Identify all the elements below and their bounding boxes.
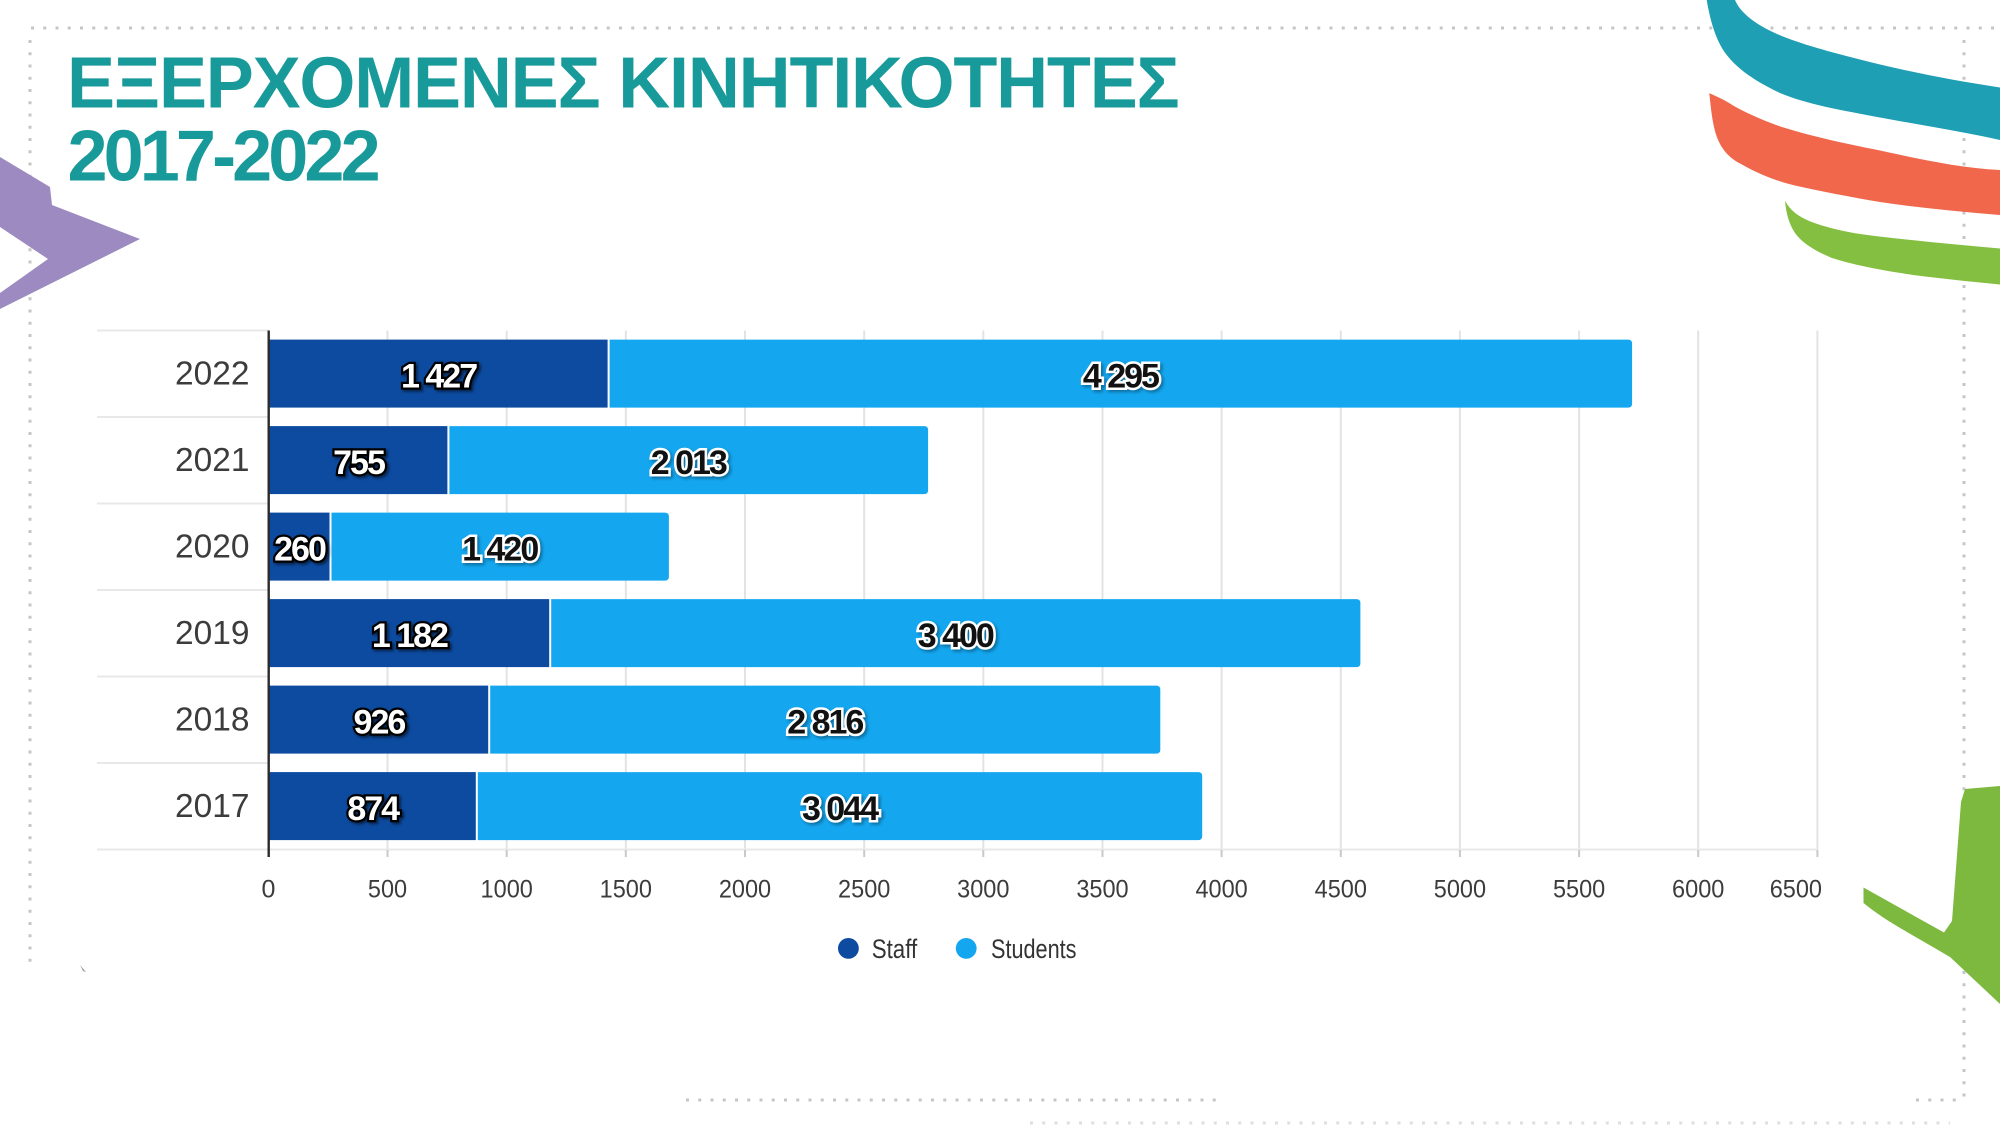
svg-text:2017: 2017 <box>175 787 250 824</box>
svg-text:874: 874 <box>347 790 400 828</box>
svg-text:1 420: 1 420 <box>462 530 538 568</box>
svg-text:5500: 5500 <box>1553 876 1605 904</box>
svg-text:Staff: Staff <box>872 934 918 964</box>
svg-text:2019: 2019 <box>175 614 250 651</box>
svg-text:0: 0 <box>262 876 276 904</box>
svg-text:2018: 2018 <box>175 701 250 738</box>
svg-text:1500: 1500 <box>600 876 652 904</box>
svg-text:2500: 2500 <box>838 876 890 904</box>
svg-text:260: 260 <box>274 530 326 568</box>
svg-text:5000: 5000 <box>1434 876 1486 904</box>
svg-text:2 816: 2 816 <box>787 703 863 741</box>
svg-text:2 013: 2 013 <box>651 444 727 482</box>
svg-text:500: 500 <box>368 876 407 904</box>
svg-text:3 400: 3 400 <box>918 617 994 655</box>
svg-text:4000: 4000 <box>1195 876 1247 904</box>
svg-text:Students: Students <box>991 934 1077 964</box>
svg-text:2000: 2000 <box>719 876 771 904</box>
svg-text:2021: 2021 <box>175 441 250 478</box>
svg-text:3 044: 3 044 <box>802 790 879 828</box>
svg-text:4500: 4500 <box>1315 876 1367 904</box>
svg-text:926: 926 <box>354 703 406 741</box>
svg-text:1 182: 1 182 <box>372 617 448 655</box>
svg-text:4 295: 4 295 <box>1083 357 1159 395</box>
svg-text:2020: 2020 <box>175 528 250 565</box>
svg-text:2017-2022: 2017-2022 <box>68 117 379 197</box>
svg-text:6500: 6500 <box>1770 876 1822 904</box>
svg-text:755: 755 <box>333 444 385 482</box>
svg-text:1000: 1000 <box>481 876 533 904</box>
svg-text:3500: 3500 <box>1076 876 1128 904</box>
svg-text:3000: 3000 <box>957 876 1009 904</box>
svg-text:1 427: 1 427 <box>401 357 477 395</box>
svg-text:2022: 2022 <box>175 355 250 392</box>
svg-text:6000: 6000 <box>1672 876 1724 904</box>
svg-text:ΕΞΕΡΧΟΜΕΝΕΣ ΚΙΝΗΤΙΚΟΤΗΤΕΣ: ΕΞΕΡΧΟΜΕΝΕΣ ΚΙΝΗΤΙΚΟΤΗΤΕΣ <box>67 44 1179 124</box>
